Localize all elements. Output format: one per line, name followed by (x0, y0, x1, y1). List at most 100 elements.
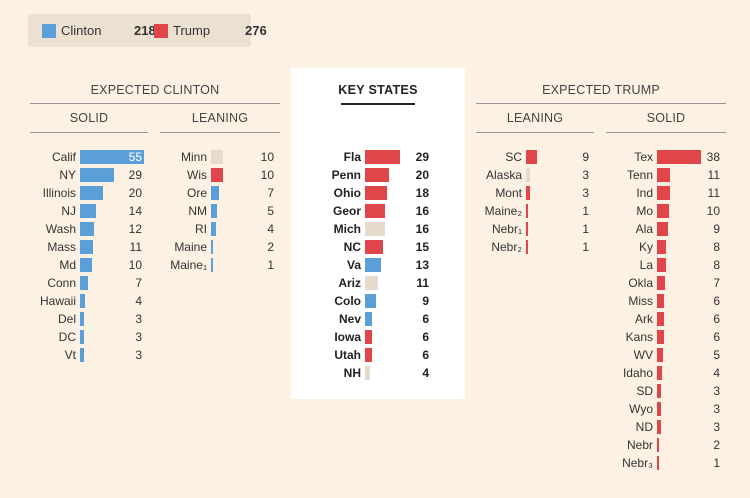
bar-row-trump-solid: ND 3 (0, 418, 750, 436)
rule-clinton-solid (30, 132, 148, 133)
bar (657, 438, 660, 452)
bar (80, 276, 89, 290)
bar (657, 294, 665, 308)
state-label: NH (343, 366, 361, 380)
vote-count: 10 (706, 204, 720, 218)
state-label: Utah (334, 348, 361, 362)
vote-count: 11 (707, 168, 720, 182)
rule-key-states (341, 103, 415, 105)
state-label: Ohio (333, 186, 361, 200)
bar (211, 204, 217, 218)
state-label: ND (635, 420, 653, 434)
bar (211, 168, 223, 182)
bar-row-key-states: Mich 16 (0, 220, 750, 238)
bar (80, 294, 85, 308)
bar (657, 168, 670, 182)
bar-row-clinton-solid: Del 3 (0, 310, 750, 328)
state-label: Fla (343, 150, 361, 164)
bar-row-trump-solid: WV 5 (0, 346, 750, 364)
state-label: Ore (186, 186, 207, 200)
state-label: Maine (174, 240, 207, 254)
bar-row-trump-leaning: Alaska 3 (0, 166, 750, 184)
bar (80, 186, 104, 200)
bar (657, 240, 667, 254)
bar-row-trump-solid: Kans 6 (0, 328, 750, 346)
header-clinton-leaning: LEANING (191, 111, 249, 125)
bar (365, 150, 401, 164)
state-label: Ky (638, 240, 653, 254)
bar-row-clinton-solid: Mass 11 (0, 238, 750, 256)
bar-row-clinton-solid: Vt 3 (0, 346, 750, 364)
state-label: NM (188, 204, 207, 218)
bar (211, 222, 216, 236)
bar (365, 222, 385, 236)
bar-row-trump-solid: Ky 8 (0, 238, 750, 256)
vote-count: 5 (713, 348, 720, 362)
state-label: Del (57, 312, 76, 326)
header-expected-clinton: EXPECTED CLINTON (90, 83, 220, 97)
bar-row-key-states: Geor 16 (0, 202, 750, 220)
bar-row-trump-solid: Tex 38 (0, 148, 750, 166)
legend-label-clinton: Clinton (61, 23, 102, 38)
vote-count: 13 (415, 258, 429, 272)
state-label: Nev (338, 312, 361, 326)
bar-row-key-states: Ohio 18 (0, 184, 750, 202)
state-label: Tex (634, 150, 653, 164)
vote-count: 14 (128, 204, 142, 218)
legend: Clinton 218 Trump 276 (28, 14, 267, 47)
vote-count: 7 (267, 186, 274, 200)
bar (365, 294, 376, 308)
legend-value-trump: 276 (245, 23, 267, 38)
bar (657, 420, 661, 434)
rule-clinton-leaning (160, 132, 280, 133)
vote-count: 2 (713, 438, 720, 452)
bar-row-clinton-solid: Calif 55 (0, 148, 750, 166)
bar (657, 456, 659, 470)
vote-count: 3 (582, 186, 589, 200)
vote-count: 4 (267, 222, 274, 236)
bar-row-trump-solid: SD 3 (0, 382, 750, 400)
bar (657, 402, 661, 416)
state-label: Idaho (622, 366, 653, 380)
bar-row-trump-solid: Wyo 3 (0, 400, 750, 418)
bar (657, 276, 666, 290)
vote-count: 10 (260, 150, 274, 164)
vote-count: 8 (713, 240, 720, 254)
vote-count: 3 (582, 168, 589, 182)
vote-count: 3 (135, 312, 142, 326)
vote-count: 9 (713, 222, 720, 236)
vote-count: 29 (128, 168, 142, 182)
bar (657, 150, 702, 164)
bar-row-clinton-leaning: Minn 10 (0, 148, 750, 166)
bar (526, 168, 530, 182)
vote-count: 4 (713, 366, 720, 380)
state-label: Iowa (334, 330, 361, 344)
bar (365, 330, 373, 344)
vote-count: 11 (129, 240, 142, 254)
bar-row-trump-solid: La 8 (0, 256, 750, 274)
state-label: Tenn (626, 168, 653, 182)
vote-count: 6 (713, 294, 720, 308)
state-label: NY (59, 168, 76, 182)
bar-row-trump-leaning: Mont 3 (0, 184, 750, 202)
legend-value-clinton: 218 (134, 23, 156, 38)
vote-count: 2 (267, 240, 274, 254)
bar-row-clinton-solid: Illinois 20 (0, 184, 750, 202)
bar (80, 168, 114, 182)
bar (657, 330, 665, 344)
rule-expected-trump (476, 103, 726, 104)
vote-count: 7 (713, 276, 720, 290)
vote-count: 38 (706, 150, 720, 164)
vote-count: 1 (582, 204, 589, 218)
vote-count: 1 (582, 240, 589, 254)
legend-swatch-clinton (42, 24, 56, 38)
state-label: Ala (635, 222, 653, 236)
vote-count: 3 (713, 420, 720, 434)
vote-count: 18 (415, 186, 429, 200)
state-label: Hawaii (39, 294, 76, 308)
bar-row-trump-solid: Miss 6 (0, 292, 750, 310)
vote-count: 8 (713, 258, 720, 272)
bar-row-clinton-leaning: Maine 2 (0, 238, 750, 256)
bar-row-clinton-solid: NY 29 (0, 166, 750, 184)
bar (365, 204, 385, 218)
